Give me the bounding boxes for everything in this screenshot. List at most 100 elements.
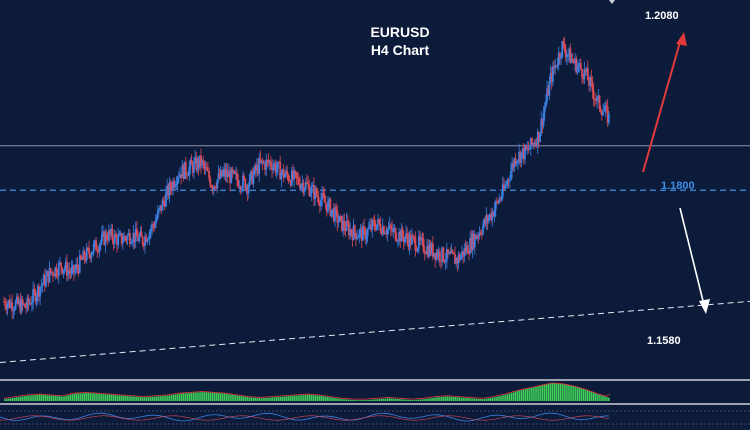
oscillator-bar	[301, 395, 303, 401]
candle-bull	[387, 228, 390, 230]
oscillator-bar	[105, 394, 107, 401]
candle-bear	[292, 170, 294, 179]
candle-bull	[301, 182, 304, 185]
oscillator-bar	[608, 397, 610, 401]
oscillator-bar	[392, 398, 395, 401]
oscillator-bar	[289, 396, 292, 401]
oscillator-bar	[351, 399, 354, 401]
candle-bull	[473, 234, 476, 248]
oscillator-bar	[384, 398, 387, 401]
oscillator-bar	[21, 396, 24, 401]
candle-bull	[505, 184, 508, 186]
candle-bull	[28, 302, 31, 304]
candle-bull	[172, 180, 174, 191]
oscillator-bar	[437, 397, 439, 401]
candle-bull	[45, 275, 47, 286]
candle-bull	[156, 210, 159, 219]
oscillator-bar	[419, 399, 422, 401]
candle-bull	[304, 182, 307, 189]
oscillator-bar	[23, 396, 25, 401]
candle-bull	[549, 72, 552, 82]
oscillator-bar	[91, 393, 93, 401]
oscillator-bar	[223, 393, 226, 401]
candle-bull	[393, 228, 396, 230]
candle-bear	[571, 58, 574, 61]
candle-bull	[420, 238, 423, 241]
candle-bear	[282, 169, 285, 178]
candle-bull	[576, 66, 579, 73]
candle-bear	[4, 301, 7, 307]
candle-bear	[541, 118, 544, 126]
candle-bull	[175, 184, 178, 186]
oscillator-bar	[130, 396, 132, 401]
oscillator-bar	[207, 392, 210, 401]
candle-bear	[324, 202, 327, 205]
oscillator-bar	[312, 395, 315, 401]
candle-bear	[34, 291, 37, 302]
candle-bull	[85, 247, 88, 261]
oscillator-bar	[495, 396, 497, 401]
candle-bull	[219, 170, 222, 178]
oscillator-bar	[341, 399, 344, 401]
candle-bear	[558, 53, 561, 59]
oscillator-bar	[147, 397, 150, 401]
candle-bear	[33, 289, 36, 292]
oscillator-bar	[260, 398, 262, 401]
candle-bear	[205, 167, 208, 171]
candle-bull	[334, 207, 336, 222]
oscillator-bar	[209, 392, 212, 401]
oscillator-bar	[388, 398, 391, 401]
candle-bear	[421, 238, 424, 240]
candle-bear	[211, 186, 214, 191]
candle-bear	[399, 231, 402, 242]
oscillator-bar	[299, 395, 301, 401]
oscillator-bar	[586, 390, 589, 401]
candle-bear	[243, 175, 245, 179]
candle-bear	[229, 172, 231, 184]
oscillator-bar	[134, 396, 136, 401]
oscillator-bar	[155, 396, 158, 401]
oscillator-bar	[54, 395, 57, 401]
candle-bull	[78, 255, 81, 273]
oscillator-bar	[70, 394, 72, 401]
candle-bull	[144, 236, 146, 246]
candle-bull	[500, 196, 503, 199]
candle-bear	[497, 201, 500, 203]
oscillator-bar	[497, 396, 499, 401]
oscillator-bar	[336, 398, 338, 401]
candle-bear	[97, 250, 100, 252]
candle-bull	[107, 230, 110, 241]
candle-bear	[299, 183, 301, 189]
oscillator-bar	[363, 400, 365, 401]
candle-bull	[551, 66, 554, 83]
candle-bear	[244, 178, 247, 190]
oscillator-bar	[475, 398, 478, 401]
candle-bull	[310, 186, 313, 194]
candle-bull	[82, 250, 85, 260]
candle-bull	[104, 233, 107, 245]
candle-bull	[7, 300, 10, 304]
oscillator-bar	[97, 393, 99, 401]
oscillator-bar	[320, 395, 323, 401]
candle-bull	[183, 161, 186, 179]
oscillator-bar	[182, 393, 185, 401]
candle-bear	[593, 99, 596, 101]
candle-bear	[424, 253, 427, 255]
oscillator-bar	[138, 396, 140, 401]
oscillator-bar	[578, 387, 581, 401]
oscillator-bar	[355, 400, 358, 401]
candle-bear	[346, 220, 349, 225]
candle-bull	[416, 248, 419, 251]
candle-bull	[260, 160, 263, 162]
candle-bear	[296, 177, 299, 179]
oscillator-bar	[347, 399, 350, 401]
oscillator-bar	[343, 399, 346, 401]
candle-bear	[52, 272, 54, 276]
candle-bear	[512, 163, 515, 168]
candle-bull	[35, 296, 38, 302]
oscillator-bar	[171, 395, 173, 401]
oscillator-bar	[427, 398, 429, 401]
oscillator-bar	[569, 385, 571, 401]
oscillator-bar	[340, 398, 342, 401]
oscillator-bar	[165, 395, 167, 401]
